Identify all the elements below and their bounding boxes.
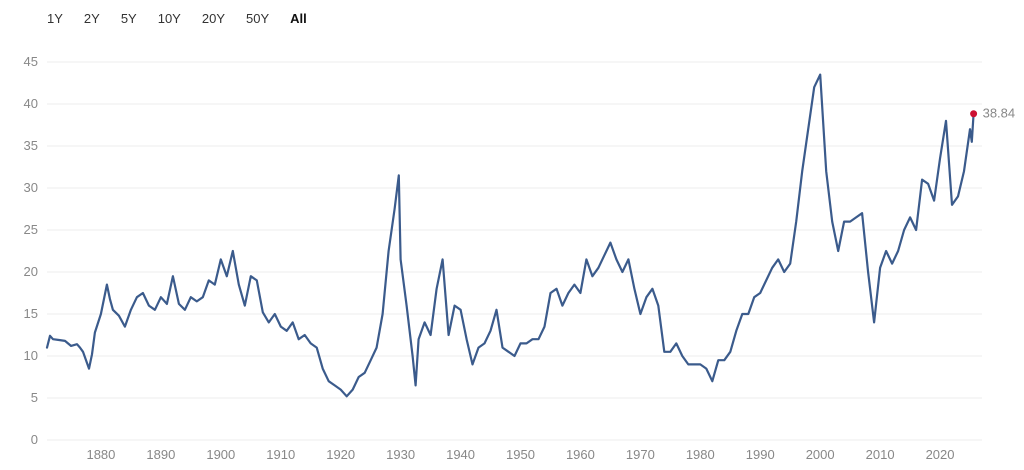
range-button-20y[interactable]: 20Y — [201, 11, 225, 26]
y-tick-label: 5 — [31, 390, 38, 405]
grid-lines — [47, 61, 982, 441]
y-tick-label: 40 — [24, 96, 38, 111]
y-axis: 0 5 10 15 20 25 30 35 40 45 — [24, 54, 38, 447]
x-tick-label: 1950 — [506, 447, 535, 462]
x-tick-label: 1940 — [446, 447, 475, 462]
x-tick-label: 1890 — [146, 447, 175, 462]
range-button-1y[interactable]: 1Y — [47, 11, 63, 26]
x-tick-label: 2020 — [926, 447, 955, 462]
y-tick-label: 15 — [24, 306, 38, 321]
x-axis: 1880 1890 1900 1910 1920 1930 1940 1950 1960 1970… — [86, 447, 954, 462]
x-tick-label: 1970 — [626, 447, 655, 462]
x-tick-label: 1920 — [326, 447, 355, 462]
range-button-50y[interactable]: 50Y — [246, 11, 270, 26]
x-tick-label: 1880 — [86, 447, 115, 462]
x-tick-label: 1900 — [206, 447, 235, 462]
range-button-5y[interactable]: 5Y — [120, 11, 137, 26]
x-tick-label: 2000 — [806, 447, 835, 462]
x-tick-label: 2010 — [866, 447, 895, 462]
y-tick-label: 45 — [24, 54, 38, 69]
end-point-marker[interactable] — [970, 110, 978, 118]
x-tick-label: 1990 — [746, 447, 775, 462]
x-tick-label: 1960 — [566, 447, 595, 462]
series-line — [45, 73, 975, 398]
range-button-all[interactable]: All — [290, 11, 307, 26]
x-tick-label: 1930 — [386, 447, 415, 462]
y-tick-label: 10 — [24, 348, 38, 363]
end-value-label: 38.84 — [983, 106, 1016, 121]
range-selector: 1Y 2Y 5Y 10Y 20Y 50Y All — [40, 8, 321, 30]
x-tick-label: 1910 — [266, 447, 295, 462]
range-button-2y[interactable]: 2Y — [83, 11, 100, 26]
y-tick-label: 30 — [24, 180, 38, 195]
y-tick-label: 35 — [24, 138, 38, 153]
range-button-10y[interactable]: 10Y — [157, 11, 181, 26]
y-tick-label: 20 — [24, 264, 38, 279]
x-tick-label: 1980 — [686, 447, 715, 462]
y-tick-label: 25 — [24, 222, 38, 237]
y-tick-label: 0 — [31, 432, 38, 447]
